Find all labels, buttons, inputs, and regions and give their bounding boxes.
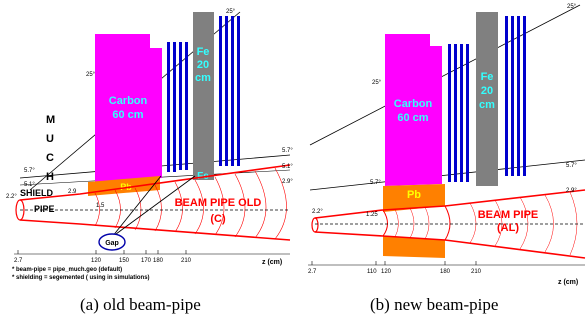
fe-size: 20 — [197, 59, 209, 71]
tick-2.7-b: 2.7 — [308, 269, 317, 275]
axis-label-z-b: z (cm) — [558, 279, 578, 286]
tick-150: 150 — [119, 258, 130, 264]
angle-25-top: 25° — [226, 9, 236, 15]
carbon-label-b: Carbon — [394, 98, 433, 110]
stations-group-1 — [167, 42, 188, 172]
angle-2.2: 2.2° — [6, 194, 17, 200]
angle-2.2-b: 2.2° — [312, 209, 323, 215]
pb-label-b: Pb — [407, 189, 421, 201]
carbon-absorber-b — [385, 34, 442, 186]
beam-pipe-label: BEAM PIPE OLD — [175, 197, 262, 209]
angle-2.9-left: 2.9 — [68, 189, 77, 195]
gap-arrow-2 — [111, 175, 196, 238]
beam-pipe-material-b: (AL) — [497, 222, 519, 234]
much-letter-u: U — [46, 133, 54, 145]
stations-group-1-b — [448, 44, 469, 182]
angle-1.25-b: 1.25 — [366, 212, 378, 218]
axis-label-z: z (cm) — [262, 259, 282, 266]
angle-5.1-left: 5.1° — [24, 182, 35, 188]
angle-5.7-left: 5.7° — [24, 168, 35, 174]
angle-2.9-right: 2.9° — [282, 179, 293, 185]
note-1: * beam-pipe = pipe_much.geo (default) — [12, 267, 122, 273]
fe-size-b: 20 — [481, 85, 493, 97]
beam-pipe-label-b: BEAM PIPE — [478, 209, 539, 221]
tick-2.7: 2.7 — [14, 258, 23, 264]
pipe-label: PIPE — [34, 204, 55, 214]
iron-absorber — [193, 12, 214, 180]
gap-bubble — [98, 233, 126, 251]
angle-5.7-right: 5.7° — [282, 148, 293, 154]
angle-25-left: 25° — [86, 72, 96, 78]
angle-5.1-right: 5.1° — [282, 164, 293, 170]
carbon-size: 60 cm — [112, 109, 143, 121]
fe-label: Fe — [197, 46, 210, 58]
tick-180-b: 180 — [440, 269, 451, 275]
line-25deg-b — [309, 4, 581, 146]
caption-a: (a) old beam-pipe — [80, 295, 201, 314]
fe-label-b: Fe — [481, 71, 494, 83]
note-2: * shielding = segemented ( using in simu… — [12, 275, 150, 281]
lead-shield-bottom-b — [383, 236, 445, 258]
tick-210-b: 210 — [471, 269, 482, 275]
angle-2.9-right-b: 2.9° — [566, 188, 577, 194]
angle-5.7-left-b: 5.7° — [370, 180, 381, 186]
tick-170: 170 — [141, 258, 152, 264]
angle-25-left-b: 25° — [372, 80, 382, 86]
angle-25-top-b: 25° — [567, 4, 577, 10]
tick-210: 210 — [181, 258, 192, 264]
angle-5.7-right-b: 5.7° — [566, 163, 577, 169]
carbon-absorber — [95, 34, 162, 182]
beam-pipe-material: (C) — [210, 213, 226, 225]
tick-120-b: 120 — [381, 269, 392, 275]
much-letter-c: C — [46, 152, 54, 164]
shield-label: SHIELD — [20, 188, 54, 198]
tick-120: 120 — [91, 258, 102, 264]
stations-group-2 — [219, 16, 240, 166]
carbon-label: Carbon — [109, 95, 148, 107]
gap-arrow-1 — [111, 175, 162, 238]
beam-pipe-new — [311, 189, 586, 259]
lead-shield-top-b — [383, 184, 445, 212]
tick-110-b: 110 — [367, 269, 377, 275]
panel-b: Carbon 60 cm Fe 20 cm Pb — [308, 4, 586, 286]
stations-group-2-b — [505, 16, 526, 176]
iron-absorber-b — [476, 12, 498, 186]
much-letter-m: M — [46, 114, 55, 126]
gap-label: Gap — [105, 240, 119, 247]
tick-180: 180 — [153, 258, 164, 264]
much-letter-h: H — [46, 171, 54, 183]
line-5.7deg-b — [309, 159, 586, 191]
carbon-size-b: 60 cm — [397, 112, 428, 124]
angle-1.5: 1.5 — [96, 203, 105, 209]
fe-unit-b: cm — [479, 99, 495, 111]
panel-a: Carbon 60 cm Fe 20 cm Fe Pb — [6, 9, 293, 281]
beam-pipe-old — [15, 164, 291, 241]
fe-unit: cm — [195, 72, 211, 84]
caption-b: (b) new beam-pipe — [370, 295, 499, 314]
